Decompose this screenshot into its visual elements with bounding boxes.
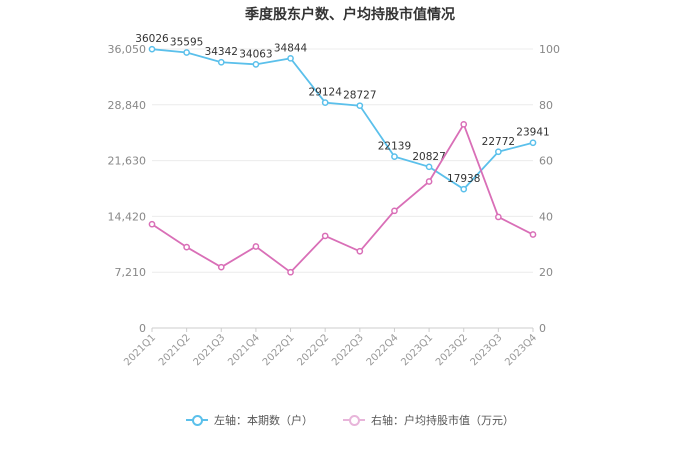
x-axis-tick-label: 2023Q1 — [399, 332, 435, 368]
x-axis-tick-label: 2021Q4 — [226, 332, 262, 368]
right-axis-tick: 100 — [539, 43, 560, 56]
left-axis-tick: 0 — [139, 322, 146, 335]
left-axis-tick: 14,420 — [108, 210, 147, 223]
data-point-avg-holding — [321, 232, 329, 240]
x-axis-tick-label: 2022Q1 — [261, 332, 297, 368]
right-axis-tick: 80 — [539, 99, 553, 112]
data-point-households — [529, 139, 537, 147]
data-label-households: 36026 — [135, 33, 169, 45]
data-label-households: 34342 — [205, 46, 238, 58]
data-point-households — [495, 148, 502, 156]
data-point-households — [460, 185, 468, 193]
chart-title: 季度股东户数、户均持股市值情况 — [245, 7, 455, 23]
x-axis-tick-label: 2022Q3 — [330, 332, 366, 368]
data-point-avg-holding — [425, 178, 433, 185]
legend-item-left-series[interactable]: 左轴：本期数（户） — [186, 412, 313, 428]
left-axis-tick: 21,630 — [108, 155, 147, 168]
legend-swatch-blue — [186, 415, 208, 426]
right-axis-tick: 40 — [539, 210, 553, 223]
data-point-households — [321, 99, 329, 106]
right-axis-tick: 60 — [539, 155, 553, 168]
data-point-households — [148, 45, 156, 53]
data-point-avg-holding — [183, 243, 190, 251]
series-line-avg-holding — [151, 122, 534, 274]
data-label-households: 22139 — [378, 141, 411, 153]
x-axis-tick-label: 2022Q4 — [365, 332, 401, 368]
x-axis-tick-label: 2021Q3 — [192, 332, 228, 368]
legend: 左轴：本期数（户） 右轴：户均持股市值（万元） — [0, 412, 700, 428]
data-point-households — [252, 61, 260, 68]
left-axis-tick: 36,050 — [108, 43, 147, 56]
data-label-households: 34063 — [239, 48, 272, 60]
legend-swatch-pink — [343, 415, 365, 426]
x-axis-tick-label: 2022Q2 — [295, 332, 331, 368]
data-point-avg-holding — [217, 263, 225, 271]
data-point-households — [425, 163, 433, 171]
data-point-avg-holding — [287, 268, 294, 276]
data-point-avg-holding — [391, 207, 398, 215]
legend-label-right-series: 右轴：户均持股市值（万元） — [371, 414, 514, 427]
left-axis-tick: 7,210 — [115, 266, 147, 279]
x-axis-tick-label: 2023Q2 — [434, 332, 470, 368]
legend-label-left-series: 左轴：本期数（户） — [214, 414, 313, 427]
data-label-households: 22772 — [482, 136, 515, 148]
data-point-households — [183, 49, 190, 56]
x-axis-tick-label: 2021Q1 — [122, 332, 158, 368]
data-label-households: 34844 — [274, 42, 308, 54]
data-point-avg-holding — [529, 231, 537, 238]
data-point-households — [391, 153, 398, 161]
data-label-households: 23941 — [516, 127, 549, 139]
data-point-households — [356, 102, 364, 110]
right-axis-tick: 20 — [539, 266, 553, 279]
data-label-households: 28727 — [343, 90, 376, 102]
data-point-avg-holding — [252, 243, 260, 250]
data-point-households — [287, 54, 294, 62]
data-point-avg-holding — [148, 220, 156, 228]
data-label-households: 17938 — [447, 173, 480, 185]
data-point-avg-holding — [460, 120, 468, 128]
x-axis-tick-label: 2023Q4 — [503, 332, 539, 368]
series-line-households — [151, 48, 534, 191]
x-axis-tick-label: 2021Q2 — [157, 332, 193, 368]
data-point-households — [217, 58, 225, 66]
x-axis-tick-label: 2023Q3 — [469, 332, 505, 368]
data-point-avg-holding — [495, 213, 502, 221]
left-axis-tick: 28,840 — [108, 99, 147, 112]
data-label-households: 29124 — [308, 87, 342, 99]
data-label-households: 20827 — [412, 151, 445, 163]
data-point-avg-holding — [356, 247, 364, 255]
right-axis-tick: 0 — [539, 322, 546, 335]
data-label-households: 35595 — [170, 37, 203, 49]
legend-item-right-series[interactable]: 右轴：户均持股市值（万元） — [343, 412, 514, 428]
